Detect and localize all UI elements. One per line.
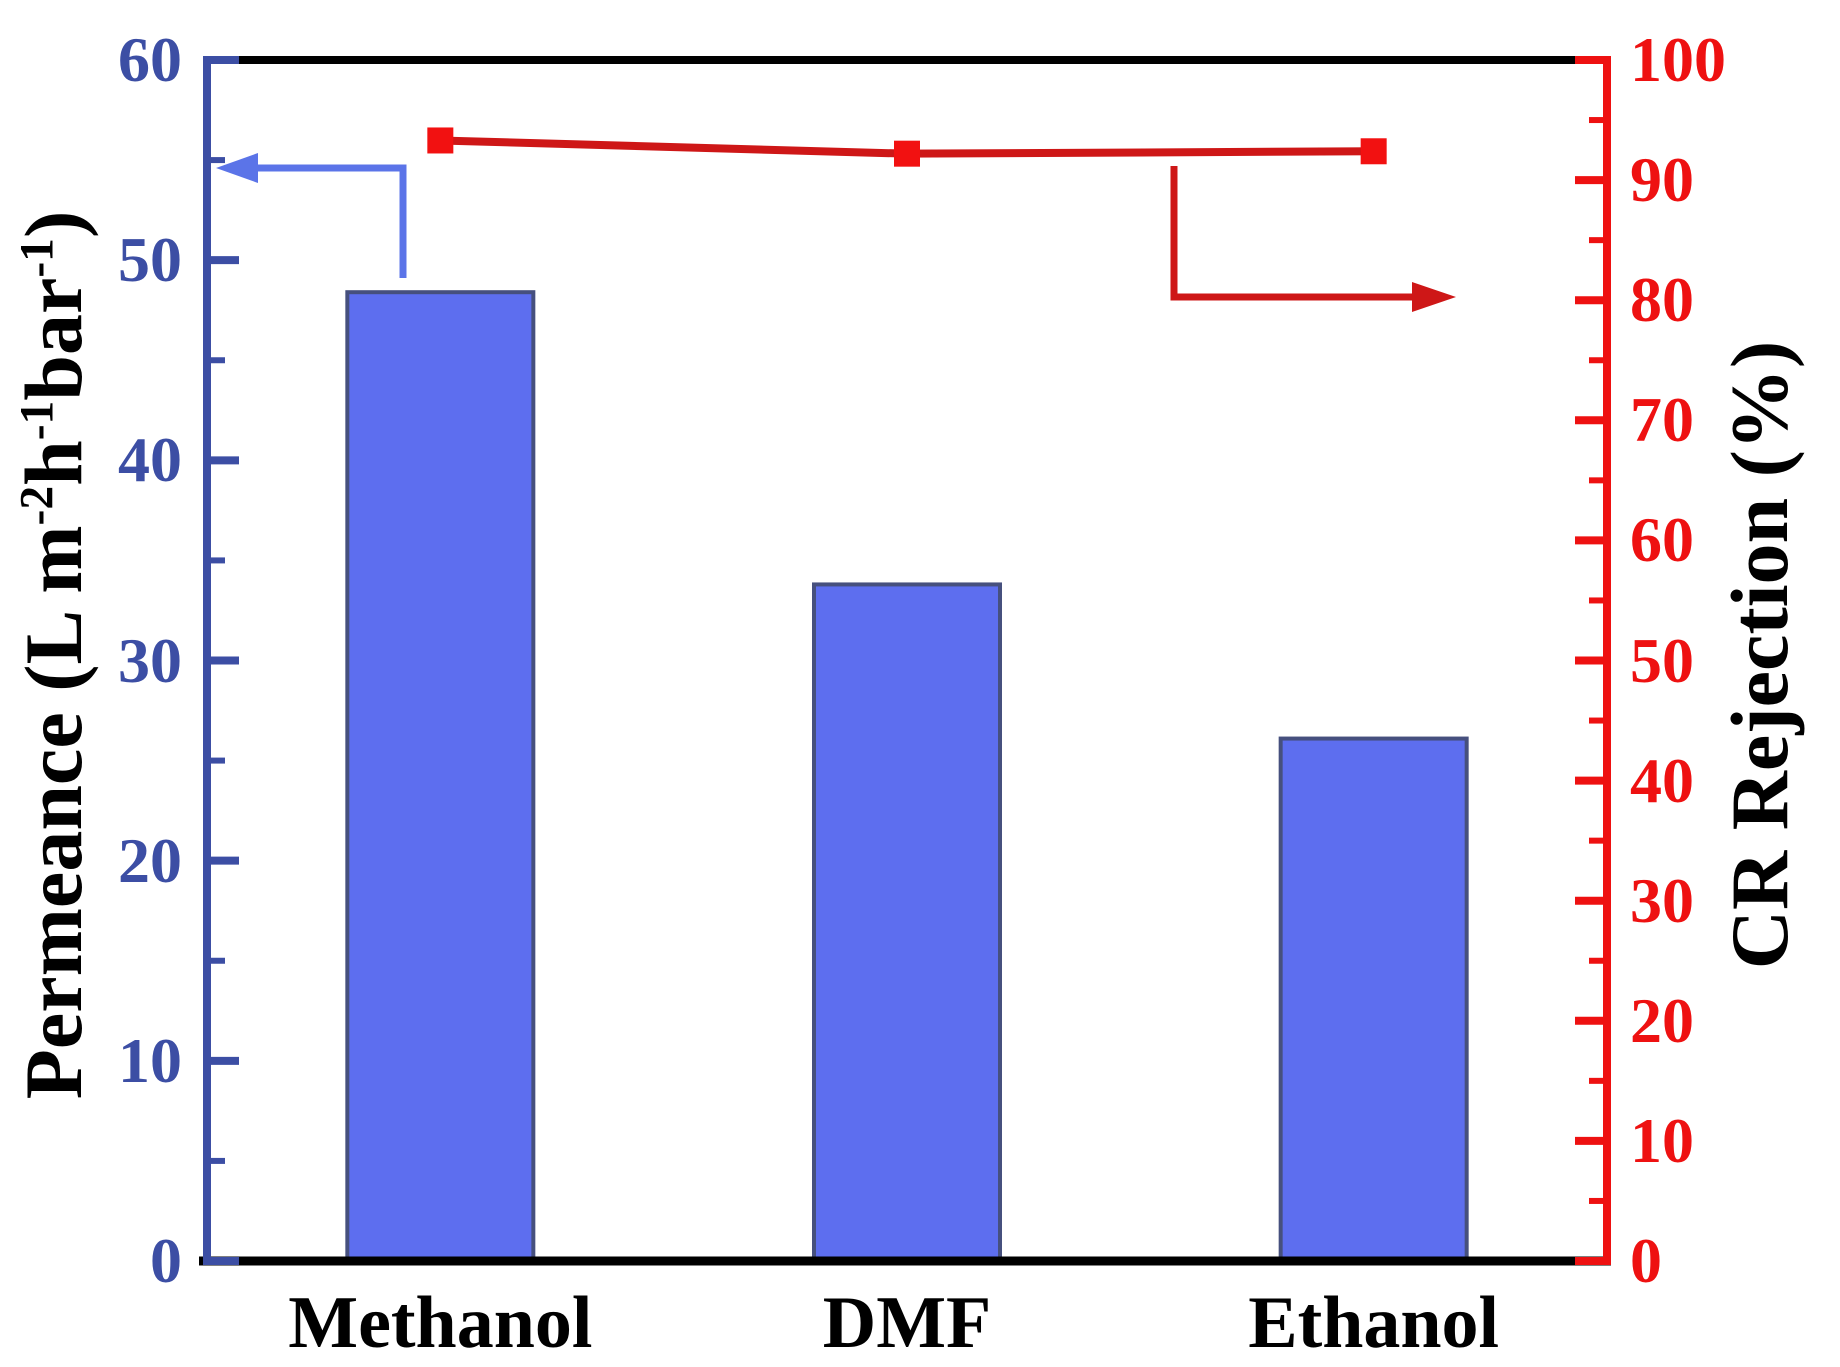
right-axis-tick-label: 30 [1630, 864, 1694, 936]
marker-dmf [894, 140, 920, 167]
left-axis-tick-label: 30 [118, 624, 182, 696]
marker-methanol [427, 127, 454, 154]
right-axis-tick-label: 10 [1630, 1104, 1694, 1176]
right-axis-tick-label: 90 [1630, 144, 1694, 216]
right-axis-tick-label: 20 [1630, 984, 1694, 1056]
left-axis-tick-label: 10 [118, 1024, 182, 1096]
bar-ethanol [1278, 736, 1469, 1263]
right-axis-tick-label: 60 [1630, 504, 1694, 576]
right-axis-tick-label: 0 [1630, 1225, 1662, 1296]
right-axis-tick-label: 50 [1630, 624, 1694, 696]
left-axis-tick-label: 20 [118, 824, 182, 896]
right-axis-tick-label: 40 [1630, 744, 1694, 816]
category-label-ethanol: Ethanol [1248, 1282, 1500, 1364]
left-axis-pointer-line [228, 164, 407, 278]
bar-dmf [812, 582, 1002, 1263]
marker-ethanol [1360, 138, 1387, 165]
left-axis-tick-label: 40 [118, 424, 182, 496]
right-axis-pointer-line [1170, 166, 1440, 301]
bar-methanol [345, 290, 536, 1263]
right-axis-pointer-arrowhead-icon [1412, 282, 1456, 312]
right-axis-tick-label: 70 [1630, 384, 1694, 456]
left-axis-tick-label: 50 [118, 224, 182, 296]
category-label-methanol: Methanol [288, 1282, 593, 1364]
right-axis-tick-label: 100 [1630, 24, 1726, 95]
left-axis-tick-label: 60 [118, 24, 182, 95]
category-label-dmf: DMF [822, 1282, 992, 1364]
right-axis-tick-label: 80 [1630, 264, 1694, 336]
left-axis-pointer-arrowhead-icon [216, 153, 258, 183]
left-axis-tick-label: 0 [150, 1225, 182, 1296]
